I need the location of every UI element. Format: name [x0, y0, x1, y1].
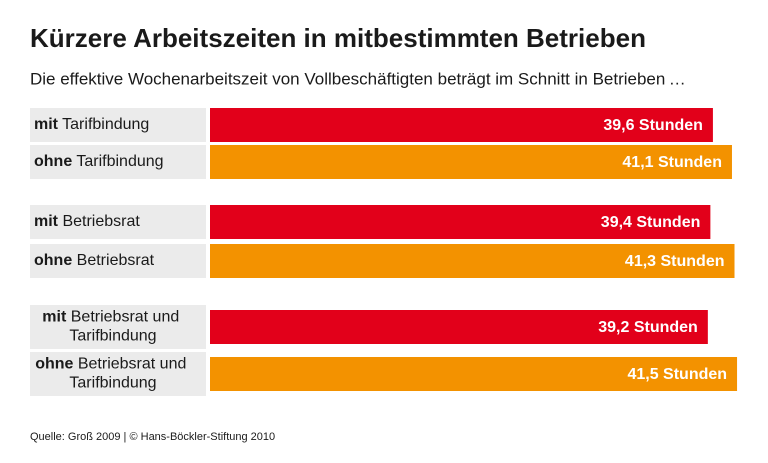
label-box [30, 305, 206, 349]
label-box [30, 244, 206, 278]
bar [210, 145, 732, 179]
bar [210, 108, 713, 142]
value-label: 39,6 Stunden [603, 117, 703, 134]
category-label: mit Tarifbindung [34, 116, 149, 133]
value-label: 41,3 Stunden [625, 253, 725, 270]
bar [210, 244, 735, 278]
chart-subtitle: Die effektive Wochenarbeitszeit von Voll… [30, 69, 686, 88]
bar [210, 205, 711, 239]
category-label: ohne Tarifbindung [34, 153, 164, 170]
label-box [30, 205, 206, 239]
bar [210, 357, 738, 391]
label-box [30, 352, 206, 396]
chart-title: Kürzere Arbeitszeiten in mitbestimmten B… [30, 23, 646, 53]
category-label: ohne Betriebsrat und Tarifbindung [35, 356, 191, 392]
category-label: mit Betriebsrat und Tarifbindung [42, 309, 183, 345]
category-label: mit Betriebsrat [34, 213, 140, 230]
bar [210, 310, 708, 344]
label-box [30, 145, 206, 179]
label-box [30, 108, 206, 142]
value-label: 39,2 Stunden [598, 319, 698, 336]
category-label: ohne Betriebsrat [34, 252, 155, 269]
value-label: 41,1 Stunden [622, 154, 722, 171]
value-label: 41,5 Stunden [627, 366, 727, 383]
value-label: 39,4 Stunden [601, 214, 701, 231]
source-note: Quelle: Groß 2009 | © Hans-Böckler-Stift… [30, 431, 275, 443]
